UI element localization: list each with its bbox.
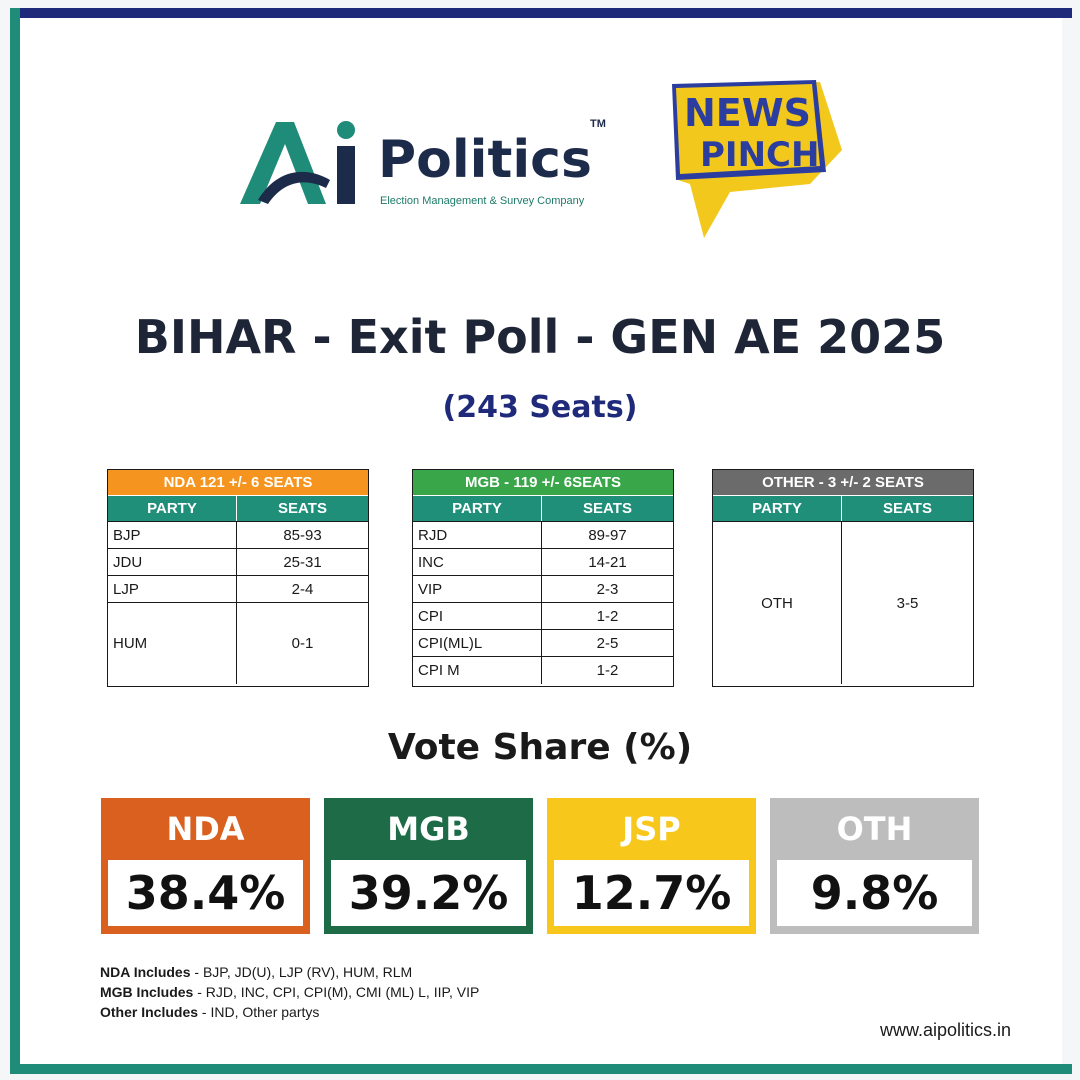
newspinch-logo: NEWS PINCH — [672, 80, 842, 238]
party-column-header: PARTY — [713, 496, 842, 521]
other-table-header: PARTY SEATS — [713, 496, 973, 522]
seats-cell: 3-5 — [896, 594, 919, 612]
table-row: CPI M 1-2 — [413, 657, 673, 684]
party-cell: JDU — [108, 549, 237, 575]
party-cell: RJD — [413, 522, 542, 548]
trademark-mark: TM — [590, 118, 606, 130]
alliance-notes: NDA Includes - BJP, JD(U), LJP (RV), HUM… — [100, 962, 479, 1022]
vote-card-value: 12.7% — [554, 860, 749, 926]
jsp-vote-card: JSP 12.7% — [547, 798, 756, 934]
ai-politics-logo: Politics TM Election Management & Survey… — [238, 112, 618, 212]
seats-cell: 1-2 — [596, 607, 619, 625]
party-cell: CPI M — [413, 657, 542, 684]
bottom-border — [10, 1064, 1072, 1074]
vote-card-label: OTH — [836, 810, 913, 848]
seats-column-header: SEATS — [278, 500, 327, 517]
page-title: BIHAR - Exit Poll - GEN AE 2025 — [134, 310, 946, 364]
vote-share-heading: Vote Share (%) — [387, 727, 693, 768]
party-column-header: PARTY — [108, 496, 237, 521]
vote-card-value: 39.2% — [331, 860, 526, 926]
seats-cell: 2-3 — [596, 580, 619, 598]
table-row: HUM 0-1 — [108, 603, 368, 684]
nda-seat-table: NDA 121 +/- 6 SEATS PARTY SEATS BJP 85-9… — [107, 469, 369, 687]
top-border — [10, 8, 1072, 18]
other-seat-table: OTHER - 3 +/- 2 SEATS PARTY SEATS OTH 3-… — [712, 469, 974, 687]
seats-cell: 85-93 — [283, 526, 322, 544]
left-border — [10, 8, 20, 1072]
party-cell: BJP — [108, 522, 237, 548]
note-value: - IND, Other partys — [198, 1004, 320, 1020]
oth-vote-card: OTH 9.8% — [770, 798, 979, 934]
note-key: MGB Includes — [100, 984, 194, 1000]
table-row: INC 14-21 — [413, 549, 673, 576]
table-row: VIP 2-3 — [413, 576, 673, 603]
seats-column-header: SEATS — [583, 500, 632, 517]
ai-politics-wordmark: Politics — [378, 130, 592, 190]
seats-cell: 89-97 — [588, 526, 627, 544]
other-table-title: OTHER - 3 +/- 2 SEATS — [713, 470, 973, 496]
table-row: BJP 85-93 — [108, 522, 368, 549]
party-cell: HUM — [108, 603, 237, 684]
table-row: RJD 89-97 — [413, 522, 673, 549]
note-line: MGB Includes - RJD, INC, CPI, CPI(M), CM… — [100, 982, 479, 1002]
seats-cell: 0-1 — [291, 635, 314, 652]
mgb-seat-table: MGB - 119 +/- 6SEATS PARTY SEATS RJD 89-… — [412, 469, 674, 687]
nda-table-header: PARTY SEATS — [108, 496, 368, 522]
party-cell: VIP — [413, 576, 542, 602]
party-cell: CPI(ML)L — [413, 630, 542, 656]
party-cell: LJP — [108, 576, 237, 602]
seats-column-header: SEATS — [883, 500, 932, 517]
party-cell: INC — [413, 549, 542, 575]
party-cell: OTH — [713, 522, 842, 684]
party-cell: CPI — [413, 603, 542, 629]
ai-mark-icon — [240, 121, 355, 204]
ai-politics-tagline: Election Management & Survey Company — [380, 195, 585, 207]
svg-text:NEWS: NEWS — [684, 91, 811, 135]
table-row: JDU 25-31 — [108, 549, 368, 576]
mgb-table-title: MGB - 119 +/- 6SEATS — [413, 470, 673, 496]
svg-text:PINCH: PINCH — [700, 135, 819, 175]
note-line: Other Includes - IND, Other partys — [100, 1002, 479, 1022]
seats-cell: 14-21 — [588, 553, 627, 571]
nda-table-title: NDA 121 +/- 6 SEATS — [108, 470, 368, 496]
vote-card-label: MGB — [387, 810, 470, 848]
mgb-vote-card: MGB 39.2% — [324, 798, 533, 934]
seats-cell: 25-31 — [283, 553, 322, 571]
mgb-table-header: PARTY SEATS — [413, 496, 673, 522]
nda-vote-card: NDA 38.4% — [101, 798, 310, 934]
seats-cell: 2-4 — [291, 580, 314, 598]
seats-cell: 1-2 — [596, 662, 619, 679]
vote-card-label: NDA — [166, 810, 245, 848]
note-key: NDA Includes — [100, 964, 191, 980]
note-line: NDA Includes - BJP, JD(U), LJP (RV), HUM… — [100, 962, 479, 982]
seats-cell: 2-5 — [596, 634, 619, 652]
vote-card-value: 38.4% — [108, 860, 303, 926]
vote-card-value: 9.8% — [777, 860, 972, 926]
note-key: Other Includes — [100, 1004, 199, 1020]
table-row: CPI(ML)L 2-5 — [413, 630, 673, 657]
website-link[interactable]: www.aipolitics.in — [880, 1020, 1012, 1040]
table-row: LJP 2-4 — [108, 576, 368, 603]
seat-count-subtitle: (243 Seats) — [442, 390, 638, 425]
table-row: OTH 3-5 — [713, 522, 973, 684]
vote-card-label: JSP — [622, 810, 681, 848]
note-value: - BJP, JD(U), LJP (RV), HUM, RLM — [190, 964, 413, 980]
table-row: CPI 1-2 — [413, 603, 673, 630]
note-value: - RJD, INC, CPI, CPI(M), CMI (ML) L, IIP… — [193, 984, 480, 1000]
party-column-header: PARTY — [413, 496, 542, 521]
